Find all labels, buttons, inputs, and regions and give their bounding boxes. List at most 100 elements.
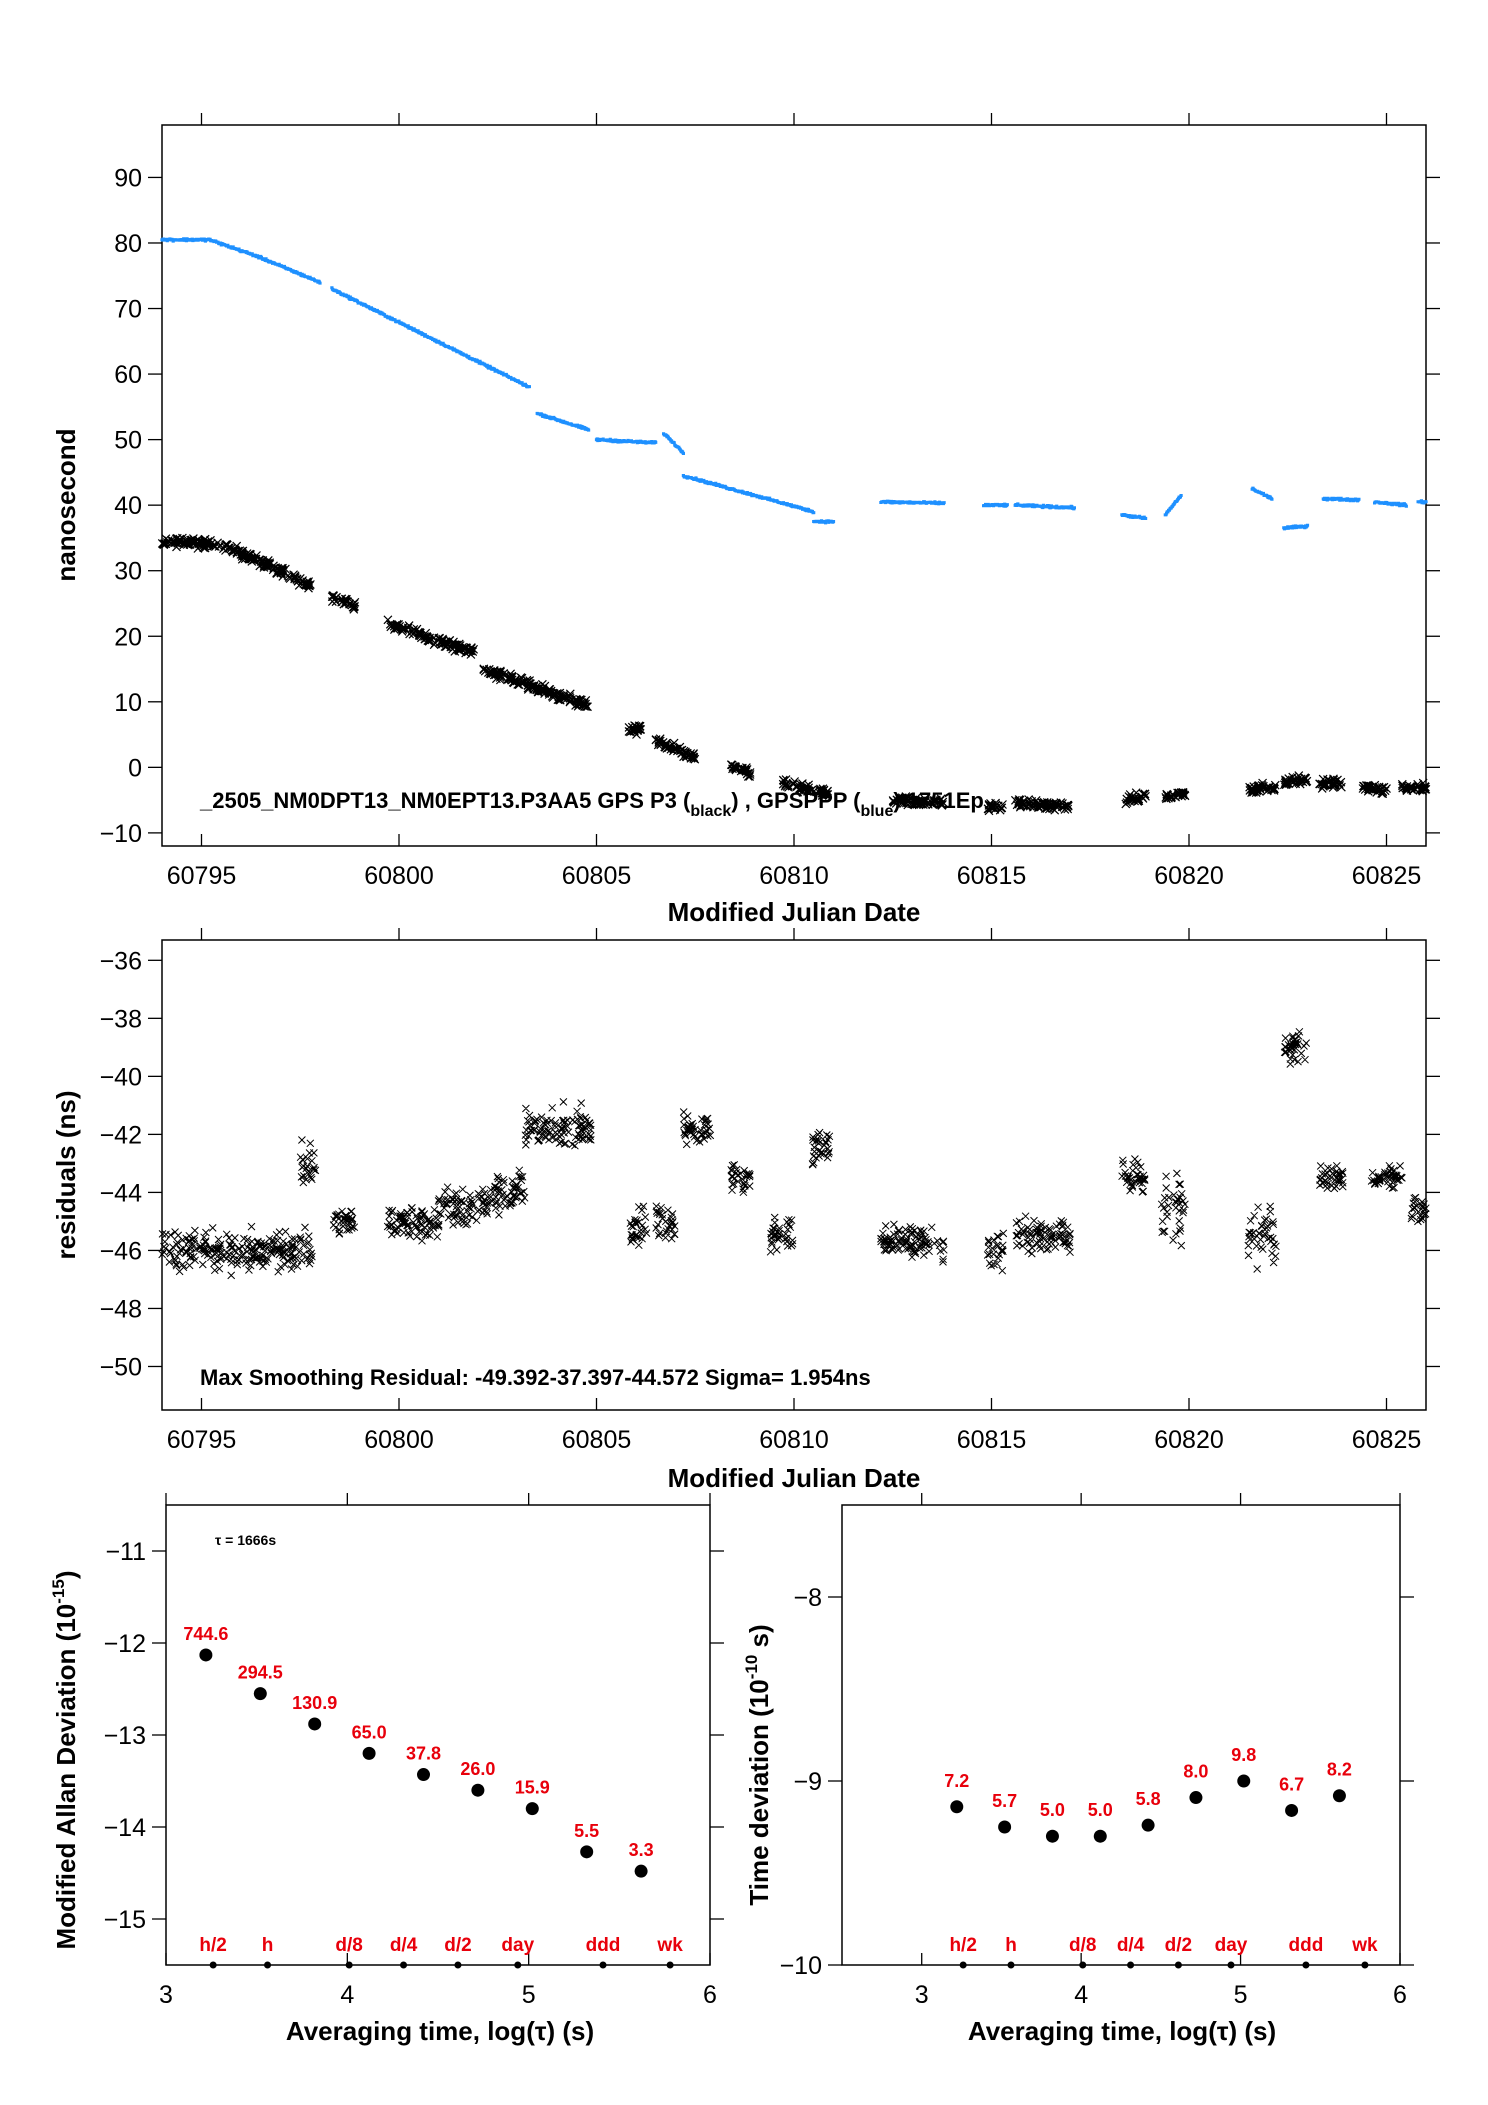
p3-y-tick-label: −13 [104,1722,146,1750]
deviation-point [253,1687,267,1701]
p2-plot-frame [161,939,1427,1411]
deviation-point-label: 8.2 [1327,1760,1352,1780]
averaging-marker-label: d/4 [1117,1935,1145,1956]
p1-y-tick-label: 50 [114,427,142,455]
p3-x-tick-label: 6 [703,1981,717,2009]
blue-series-segment [594,437,658,445]
blue-series-segment [1013,502,1076,511]
black-series-segment [888,792,948,810]
averaging-marker-label: h [262,1935,274,1956]
averaging-marker-dot [666,1961,674,1969]
blue-series-segment [879,499,946,506]
p1-y-axis-label: nanosecond [51,428,81,581]
p4-x-tick-label: 3 [915,1981,929,2009]
p2-x-tick-label: 60815 [957,1426,1027,1454]
black-series-segment [383,615,479,659]
p1-y-tick-label: 10 [114,689,142,717]
p3-y-tick-label: −12 [104,1630,146,1658]
blue-series-segment [662,432,685,455]
blue-series-segment [1282,523,1310,531]
deviation-point [308,1717,322,1731]
p3-tau-note: τ = 1666s [215,1532,276,1548]
residual-cluster [766,1213,797,1256]
averaging-marker-dot [599,1961,607,1969]
p3-x-axis-label: Averaging time, log(τ) (s) [286,2016,594,2046]
averaging-marker-label: d/8 [335,1935,362,1956]
residual-cluster [727,1161,754,1197]
p1-x-tick-label: 60825 [1352,862,1422,890]
p1-y-tick-label: 20 [114,623,142,651]
residual-cluster [877,1220,948,1266]
deviation-point [1141,1818,1155,1832]
residual-cluster [1280,1027,1311,1068]
p2-y-axis-label: residuals (ns) [51,1090,81,1259]
residual-cluster [521,1098,595,1150]
black-series-segment [479,664,592,712]
deviation-point-label: 130.9 [292,1693,337,1713]
p2-x-tick-label: 60795 [167,1426,237,1454]
residual-cluster [1157,1169,1189,1250]
black-series-segment [327,591,360,614]
p2-y-tick-label: −48 [100,1295,142,1323]
averaging-marker-dot [1007,1961,1015,1969]
averaging-marker-dot [959,1961,967,1969]
deviation-point [1189,1791,1203,1805]
residual-cluster [983,1229,1008,1275]
p2-y-tick-label: −44 [100,1179,143,1207]
p3-y-axis-label: Modified Allan Deviation (10-15) [49,1571,81,1950]
p4-x-tick-label: 4 [1074,1981,1088,2009]
blue-series-segment [1321,496,1361,503]
black-series-segment [778,775,833,801]
residual-cluster [679,1108,715,1149]
blue-series-segment [330,286,531,389]
averaging-marker-label: d/2 [1165,1935,1192,1956]
averaging-marker-dot [1079,1961,1087,1969]
residual-cluster [383,1203,442,1245]
averaging-marker-label: h [1005,1935,1017,1956]
p4-x-tick-label: 6 [1393,1981,1407,2009]
deviation-point [580,1845,594,1859]
deviation-point [1045,1829,1059,1843]
averaging-marker-dot [1227,1961,1235,1969]
deviation-point-label: 37.8 [406,1744,441,1764]
black-series-segment [651,734,700,764]
p4-plot-frame [841,1504,1401,1966]
averaging-marker-dot [264,1961,272,1969]
p1-x-tick-label: 60820 [1154,862,1224,890]
p2-y-tick-label: −40 [100,1063,142,1091]
averaging-marker-label: d/4 [390,1935,418,1956]
averaging-marker-label: wk [656,1935,683,1956]
residual-cluster [1244,1202,1280,1273]
residual-cluster [1407,1193,1430,1226]
blue-series-segment [1373,500,1408,508]
p3-plot-frame [165,1504,711,1966]
deviation-point [950,1800,964,1814]
averaging-marker-label: h/2 [949,1935,976,1956]
deviation-point-label: 5.7 [992,1791,1017,1811]
p4-y-axis-label: Time deviation (10-10 s) [742,1624,774,1905]
blue-series-segment [1120,513,1148,520]
deviation-point-label: 15.9 [515,1778,550,1798]
deviation-point [1093,1829,1107,1843]
p1-y-tick-label: 0 [128,754,142,782]
deviation-point-label: 3.3 [629,1840,654,1860]
averaging-marker-label: day [501,1935,534,1956]
p1-y-tick-label: 40 [114,492,142,520]
blue-series-segment [681,474,816,515]
blue-series-segment [1163,494,1183,517]
deviation-point-label: 26.0 [460,1759,495,1779]
deviation-point-label: 5.0 [1040,1800,1065,1820]
averaging-marker-dot [1302,1961,1310,1969]
p4-y-tick-label: −10 [780,1952,822,1980]
residual-cluster [1118,1155,1149,1196]
p1-x-tick-label: 60805 [562,862,632,890]
clock-comparison-panel: _2505_NM0DPT13_NM0EPT13.P3AA5 GPS P3 (bl… [51,113,1440,927]
p1-x-tick-label: 60815 [957,862,1027,890]
residual-cluster [808,1128,834,1169]
allan-deviation-panel: τ = 1666s Averaging time, log(τ) (s) Mod… [49,1493,724,2046]
deviation-point-label: 7.2 [944,1771,969,1791]
averaging-marker-dot [514,1961,522,1969]
blue-series-segment [1250,486,1274,501]
black-series-segment [1315,774,1346,793]
